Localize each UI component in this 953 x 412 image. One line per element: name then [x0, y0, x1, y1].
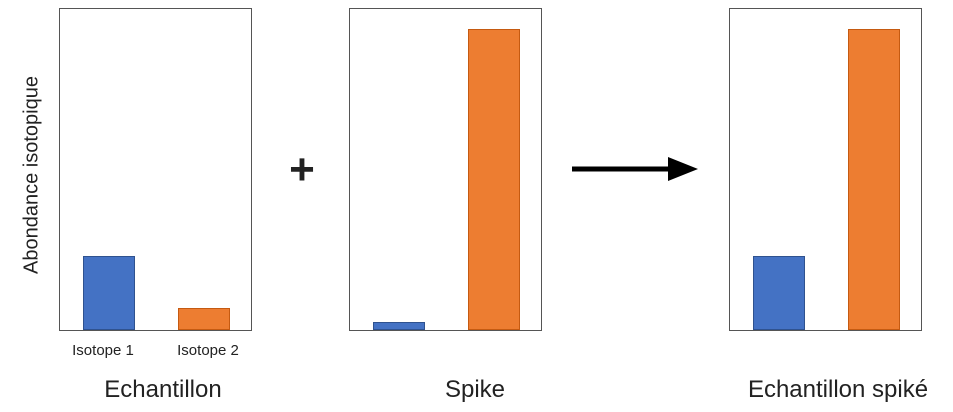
right-arrow-icon: [572, 157, 698, 181]
caption-spike: Spike: [444, 376, 506, 403]
bar-2-isotope-2: [848, 29, 900, 330]
bar-0-isotope-1: [83, 256, 135, 330]
caption-spiked-sample: Echantillon spiké: [747, 376, 929, 403]
bar-1-isotope-2: [468, 29, 520, 330]
caption-sample: Echantillon: [104, 376, 222, 403]
y-axis-label: Abondance isotopique: [20, 76, 43, 274]
bar-1-isotope-1: [373, 322, 425, 330]
plus-sign: +: [289, 145, 315, 194]
sample-chart-panel: [59, 8, 252, 331]
spike-chart-panel: [349, 8, 542, 331]
bar-0-isotope-2: [178, 308, 230, 330]
bar-2-isotope-1: [753, 256, 805, 330]
tick-label-isotope-1: Isotope 1: [72, 342, 134, 359]
spiked-sample-chart-panel: [729, 8, 922, 331]
tick-label-isotope-2: Isotope 2: [177, 342, 239, 359]
